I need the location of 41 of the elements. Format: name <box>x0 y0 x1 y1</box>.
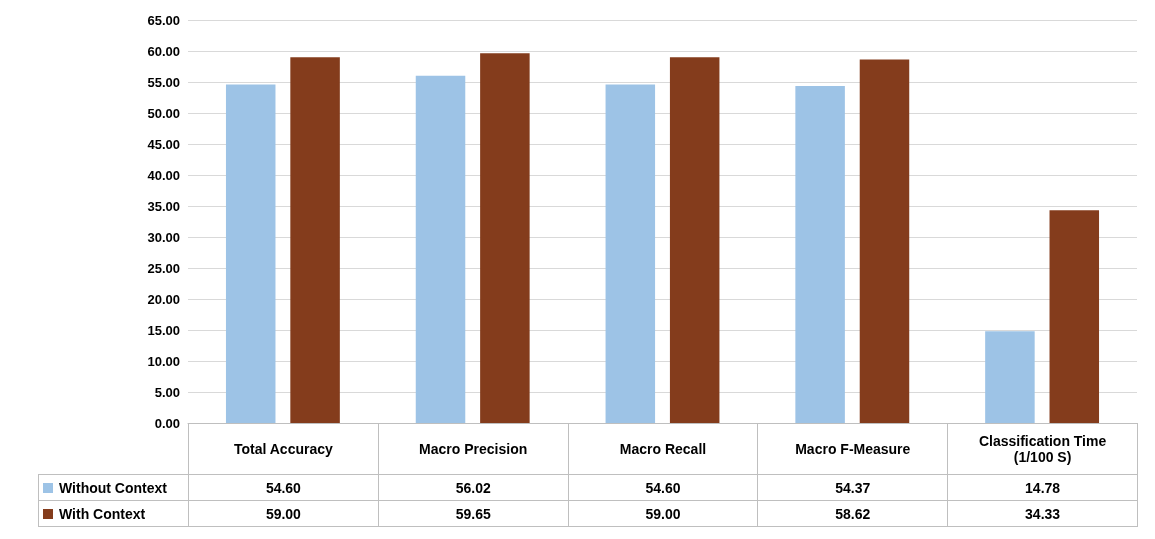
data-label: 58.62 <box>757 500 948 527</box>
x-tick-label: Total Accuracy <box>188 423 379 475</box>
data-label: 54.37 <box>757 474 948 501</box>
bar <box>1049 210 1100 423</box>
bar <box>225 84 276 423</box>
y-tick-label: 50.00 <box>147 105 180 121</box>
y-tick-label: 25.00 <box>147 260 180 276</box>
data-label: 56.02 <box>378 474 569 501</box>
data-label: 59.00 <box>568 500 758 527</box>
x-tick-label: Macro F-Measure <box>757 423 948 475</box>
bar <box>605 84 656 423</box>
data-label: 54.60 <box>568 474 758 501</box>
y-tick-label: 0.00 <box>154 415 180 431</box>
bar <box>415 75 466 423</box>
y-tick-label: 35.00 <box>147 198 180 214</box>
legend-label: With Context <box>38 500 189 527</box>
y-tick-label: 60.00 <box>147 43 180 59</box>
y-tick-label: 65.00 <box>147 12 180 28</box>
y-tick-label: 10.00 <box>147 353 180 369</box>
y-tick-label: 20.00 <box>147 291 180 307</box>
y-tick-label: 45.00 <box>147 136 180 152</box>
y-tick-label: 40.00 <box>147 167 180 183</box>
x-tick-label: Macro Precision <box>378 423 569 475</box>
data-label: 34.33 <box>947 500 1138 527</box>
bar <box>669 57 720 423</box>
bar <box>290 57 340 423</box>
x-tick-label: Macro Recall <box>568 423 758 475</box>
data-label: 54.60 <box>188 474 379 501</box>
y-tick-label: 5.00 <box>154 384 180 400</box>
legend-label: Without Context <box>38 474 189 501</box>
bar <box>859 59 910 423</box>
data-label: 59.00 <box>188 500 379 527</box>
y-tick-label: 30.00 <box>147 229 180 245</box>
bar <box>480 53 530 423</box>
y-tick-label: 55.00 <box>147 74 180 90</box>
bar <box>985 331 1035 423</box>
bar <box>795 85 845 423</box>
data-label: 14.78 <box>947 474 1138 501</box>
y-tick-label: 15.00 <box>147 322 180 338</box>
x-tick-label: Classification Time (1/100 S) <box>947 423 1138 475</box>
data-label: 59.65 <box>378 500 569 527</box>
